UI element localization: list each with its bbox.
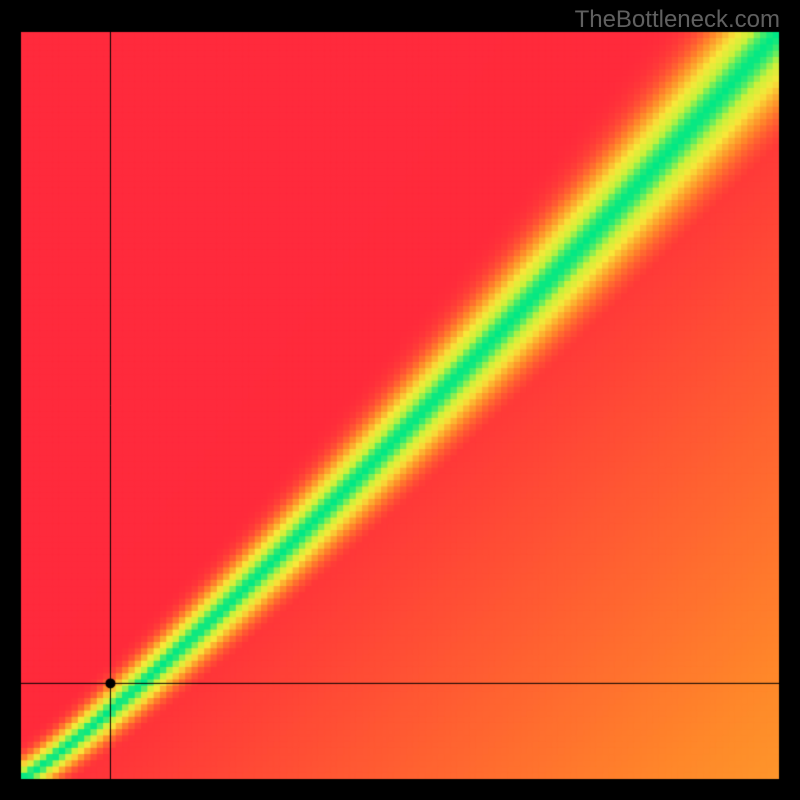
chart-container: TheBottleneck.com: [0, 0, 800, 800]
watermark-text: TheBottleneck.com: [575, 6, 780, 34]
bottleneck-heatmap: [0, 0, 800, 800]
